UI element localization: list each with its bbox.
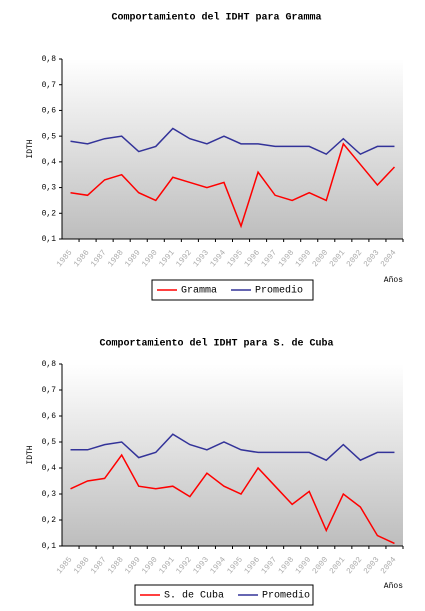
chart: 0,1 0,2 0,3 0,4 0,5 0,6 0,7 0,8 1985198619871988… <box>26 338 404 606</box>
y-tick-label: 0,5 <box>42 438 57 447</box>
x-tick-label: 2004 <box>379 555 398 576</box>
x-tick-label: 1989 <box>123 555 142 576</box>
y-tick-label: 0,5 <box>42 132 57 141</box>
y-axis-label: IDTH <box>26 445 35 464</box>
y-tick-label: 0,7 <box>42 386 57 395</box>
x-tick-label: 1994 <box>209 248 228 269</box>
x-tick-label: 1996 <box>243 555 262 576</box>
x-tick-label: 1997 <box>260 555 279 576</box>
x-tick-label: 1993 <box>192 248 211 269</box>
chart-title: Comportamiento del IDHT para Gramma <box>111 12 321 24</box>
x-tick-label: 1985 <box>55 248 74 269</box>
x-tick-label: 1995 <box>226 555 245 576</box>
y-tick-label: 0,2 <box>42 209 57 218</box>
x-tick-label: 1986 <box>72 555 91 576</box>
x-tick-label: 1996 <box>243 248 262 269</box>
x-tick-label: 1999 <box>294 248 313 269</box>
y-tick-label: 0,6 <box>42 107 57 116</box>
x-tick-label: 1991 <box>158 555 177 576</box>
x-tick-label: 1998 <box>277 555 296 576</box>
y-tick-label: 0,7 <box>42 81 57 90</box>
y-tick-label: 0,3 <box>42 184 57 193</box>
y-tick-label: 0,8 <box>42 360 57 369</box>
y-axis-label: IDTH <box>26 139 35 158</box>
x-tick-label: 1994 <box>209 555 228 576</box>
data-line <box>70 453 395 545</box>
x-axis-label: Años <box>384 582 403 591</box>
x-tick-label: 1988 <box>106 555 125 576</box>
plot-area <box>62 364 403 546</box>
x-tick-label: 1999 <box>294 555 313 576</box>
y-tick-label: 0,6 <box>42 412 57 421</box>
data-line <box>70 433 395 462</box>
x-tick-label: 2001 <box>328 555 347 576</box>
x-tick-label: 1991 <box>158 248 177 269</box>
x-tick-label: 1987 <box>89 555 108 576</box>
legend-label: Gramma <box>181 286 217 297</box>
x-tick-label: 1993 <box>192 555 211 576</box>
x-tick-label: 2000 <box>311 555 330 576</box>
x-tick-label: 1990 <box>140 555 159 576</box>
legend-label: Promedio <box>262 590 310 602</box>
data-line <box>70 142 396 229</box>
chart-title: Comportamiento del IDHT para S. de Cuba <box>99 338 333 350</box>
chart: 0,1 0,2 0,3 0,4 0,5 0,6 0,7 0,8 1985198619871988… <box>26 12 404 301</box>
x-tick-label: 1985 <box>55 555 74 576</box>
y-tick-label: 0,4 <box>42 464 57 473</box>
y-tick-label: 0,1 <box>42 235 57 244</box>
data-line <box>70 127 395 156</box>
legend-label: Promedio <box>255 285 303 297</box>
x-tick-label: 1989 <box>123 248 142 269</box>
x-tick-label: 1988 <box>106 248 125 269</box>
x-tick-label: 1987 <box>89 248 108 269</box>
x-tick-label: 2003 <box>362 248 381 269</box>
y-tick-label: 0,4 <box>42 158 57 167</box>
x-tick-label: 1995 <box>226 248 245 269</box>
x-tick-label: 2004 <box>379 248 398 269</box>
x-tick-label: 2001 <box>328 248 347 269</box>
x-tick-label: 1986 <box>72 248 91 269</box>
x-axis-label: Años <box>384 276 403 285</box>
legend-label: S. de Cuba <box>164 590 224 602</box>
plot-area <box>62 59 403 239</box>
legend-box <box>134 584 314 606</box>
y-tick-label: 0,1 <box>42 542 57 551</box>
y-tick-label: 0,2 <box>42 516 57 525</box>
x-tick-label: 2000 <box>311 248 330 269</box>
x-tick-label: 1997 <box>260 248 279 269</box>
x-tick-label: 1992 <box>175 248 194 269</box>
y-tick-label: 0,3 <box>42 490 57 499</box>
x-tick-label: 1998 <box>277 248 296 269</box>
x-tick-label: 2003 <box>362 555 381 576</box>
x-tick-label: 1992 <box>175 555 194 576</box>
x-tick-label: 2002 <box>345 248 364 269</box>
y-tick-label: 0,8 <box>42 55 57 64</box>
x-tick-label: 2002 <box>345 555 364 576</box>
x-tick-label: 1990 <box>140 248 159 269</box>
